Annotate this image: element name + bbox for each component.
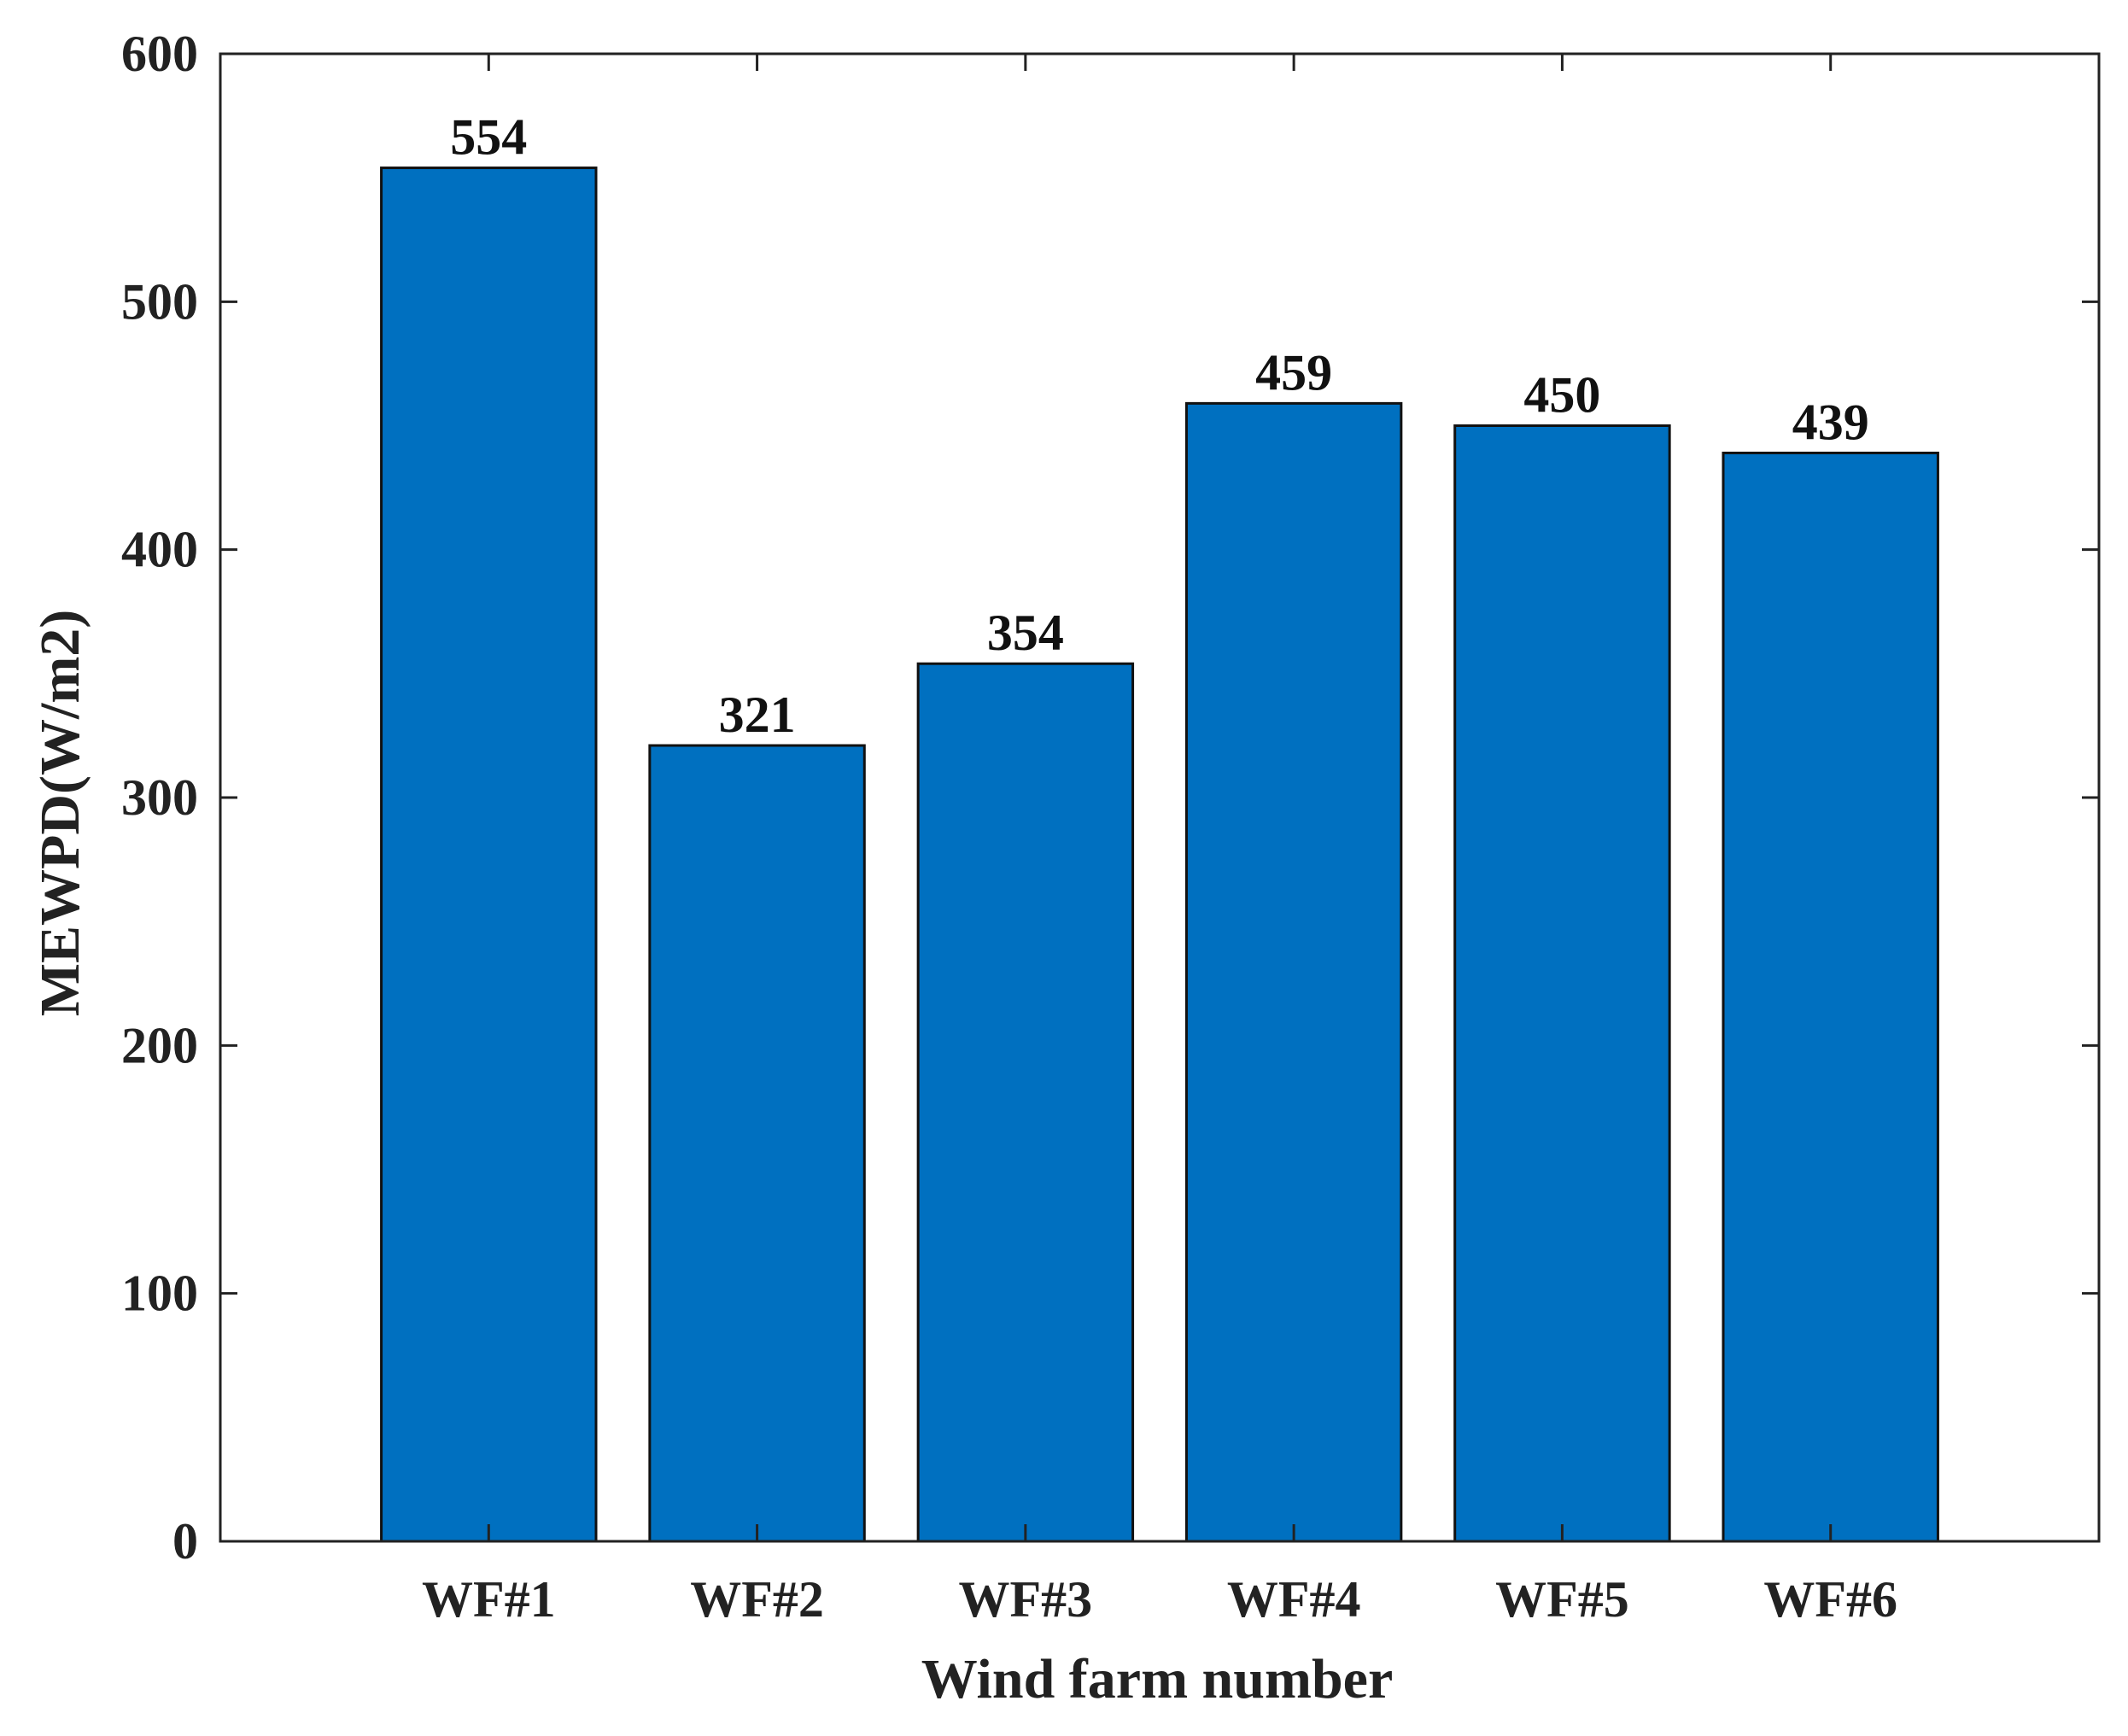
bar-wf4	[1184, 401, 1403, 1543]
bar-wf2	[648, 744, 866, 1543]
axes-layer: 0 100 200 300 400 500 600 WF#1 WF#2 WF#3 WF#4 WF#5 W…	[121, 26, 2101, 1628]
x-tick-label: WF#6	[1763, 1571, 1897, 1628]
y-tick-label: 300	[121, 769, 198, 826]
bar-wf5	[1453, 424, 1671, 1543]
x-tick-label: WF#2	[690, 1571, 824, 1628]
bar-wf3	[916, 662, 1135, 1543]
y-axis-title: MEWPD(W/m2)	[29, 610, 91, 1017]
x-tick-label: WF#3	[959, 1571, 1093, 1628]
data-labels-layer: 554 321 354 459 450 439	[450, 109, 1868, 743]
bars-layer	[380, 167, 1939, 1543]
data-label: 439	[1792, 394, 1869, 450]
data-label: 321	[719, 687, 796, 743]
y-tick-label: 0	[172, 1513, 198, 1569]
data-label: 459	[1255, 344, 1332, 400]
y-tick-label: 100	[121, 1265, 198, 1322]
bar-wf1	[380, 167, 598, 1543]
y-tick-label: 500	[121, 273, 198, 330]
y-tick-label: 400	[121, 522, 198, 578]
x-tick-label: WF#1	[422, 1571, 556, 1628]
y-tick-label: 200	[121, 1017, 198, 1073]
data-label: 354	[987, 605, 1064, 661]
y-tick-label: 600	[121, 26, 198, 82]
x-axis-title: Wind farm number	[921, 1648, 1394, 1710]
data-label: 450	[1523, 367, 1600, 424]
x-tick-label: WF#4	[1227, 1571, 1361, 1628]
x-tick-label: WF#5	[1495, 1571, 1629, 1628]
bar-wf6	[1722, 451, 1939, 1543]
data-label: 554	[450, 109, 527, 166]
